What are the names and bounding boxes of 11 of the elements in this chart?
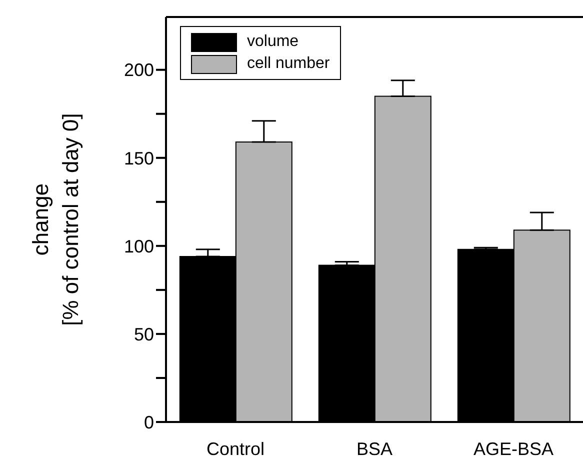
y-axis-title: change [% of control at day 0] bbox=[28, 113, 83, 326]
legend-label: cell number bbox=[247, 55, 330, 73]
y-tick-label: 200 bbox=[124, 60, 154, 80]
legend-label: volume bbox=[247, 33, 299, 51]
y-tick-label: 0 bbox=[144, 412, 154, 432]
y-tick-label: 100 bbox=[124, 236, 154, 256]
x-tick-label: AGE-BSA bbox=[473, 438, 554, 459]
y-tick-label: 150 bbox=[124, 148, 154, 168]
x-tick-label: BSA bbox=[356, 438, 393, 459]
x-tick-label: Control bbox=[206, 438, 265, 459]
y-tick-label: 50 bbox=[134, 324, 154, 344]
